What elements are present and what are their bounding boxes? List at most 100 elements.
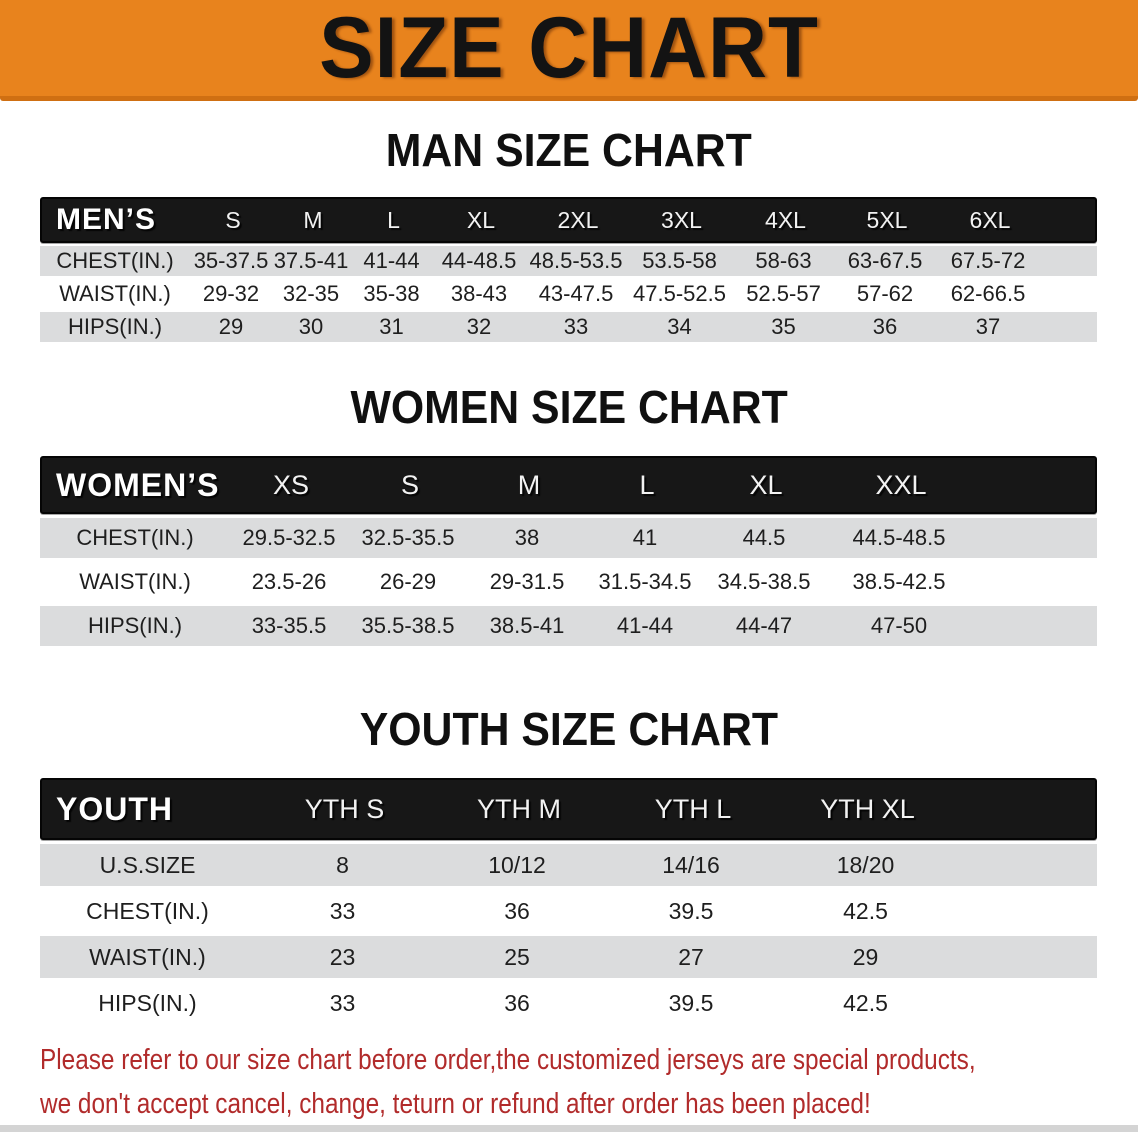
- measurement-value: 35: [771, 314, 796, 339]
- men-section-heading-text: MAN SIZE CHART: [385, 124, 752, 176]
- size-column-header: 2XL: [557, 206, 599, 233]
- table-row: HIPS(IN.) 29 30 31 32 33 34 35 36 37: [40, 312, 1097, 342]
- table-row: U.S.SIZE 8 10/12 14/16 18/20: [40, 844, 1097, 886]
- size-column-header: L: [639, 469, 655, 500]
- measurement-value: 37: [975, 314, 1001, 339]
- table-header-row: WOMEN’S XS S M L XL XXL: [40, 456, 1097, 514]
- measurement-value: 32: [466, 314, 492, 339]
- measurement-value: 41: [632, 525, 658, 550]
- size-column-header: M: [517, 469, 541, 500]
- size-column-header: YTH M: [477, 793, 561, 824]
- table-header-row: MEN’S S M L XL 2XL 3XL 4XL 5XL 6XL: [40, 197, 1097, 243]
- measurement-value: 57-62: [856, 281, 914, 306]
- measurement-label: WAIST(IN.): [59, 281, 171, 306]
- table-header-row: YOUTH YTH S YTH M YTH L YTH XL: [40, 778, 1097, 840]
- measurement-value: 43-47.5: [538, 281, 614, 306]
- measurement-value: 36: [504, 989, 530, 1016]
- measurement-value: 53.5-58: [642, 248, 717, 273]
- measurement-value: 32.5-35.5: [361, 525, 455, 550]
- measurement-value: 38: [514, 525, 540, 550]
- measurement-value: 29-32: [202, 281, 260, 306]
- measurement-value: 34.5-38.5: [717, 569, 811, 594]
- table-corner-label: WOMEN’S: [56, 466, 220, 503]
- women-section: WOMEN SIZE CHART WOMEN’S XS S M L XL XXL CHEST(…: [0, 384, 1138, 646]
- measurement-value: 31.5-34.5: [598, 569, 692, 594]
- size-column-header: M: [303, 206, 323, 233]
- measurement-value: 44-48.5: [441, 248, 517, 273]
- measurement-label: HIPS(IN.): [98, 989, 197, 1016]
- measurement-value: 25: [504, 943, 530, 970]
- measurement-value: 62-66.5: [950, 281, 1026, 306]
- measurement-label: CHEST(IN.): [86, 897, 209, 924]
- measurement-value: 35-37.5: [193, 248, 269, 273]
- measurement-value: 47-50: [870, 613, 928, 638]
- size-column-header: YTH S: [304, 793, 385, 824]
- measurement-value: 27: [678, 943, 704, 970]
- measurement-value: 35.5-38.5: [361, 613, 455, 638]
- measurement-label: HIPS(IN.): [87, 613, 183, 638]
- men-size-table: MEN’S S M L XL 2XL 3XL 4XL 5XL 6XL CHEST(IN.) 35-37…: [40, 197, 1097, 342]
- measurement-value: 41-44: [363, 248, 420, 273]
- size-column-header: XL: [466, 206, 496, 233]
- measurement-value: 31: [379, 314, 404, 339]
- measurement-value: 23: [329, 943, 356, 970]
- measurement-value: 67.5-72: [950, 248, 1026, 273]
- measurement-label: WAIST(IN.): [89, 943, 206, 970]
- measurement-value: 18/20: [836, 851, 895, 878]
- measurement-value: 58-63: [755, 248, 812, 273]
- size-column-header: 3XL: [661, 206, 702, 233]
- measurement-value: 39.5: [668, 989, 714, 1016]
- size-column-header: S: [400, 469, 419, 500]
- order-notice-line-1: Please refer to our size chart before or…: [40, 1044, 976, 1076]
- measurement-label: HIPS(IN.): [67, 314, 163, 339]
- order-notice-line-2: we don't accept cancel, change, teturn o…: [40, 1088, 871, 1120]
- measurement-value: 38-43: [450, 281, 508, 306]
- measurement-value: 10/12: [488, 851, 546, 878]
- table-row: HIPS(IN.) 33-35.5 35.5-38.5 38.5-41 41-44 44-…: [40, 606, 1097, 646]
- measurement-value: 34: [667, 314, 692, 339]
- women-section-heading: WOMEN SIZE CHART: [0, 384, 1138, 430]
- measurement-label: WAIST(IN.): [79, 569, 191, 594]
- size-column-header: YTH L: [654, 793, 732, 824]
- size-column-header: 6XL: [969, 206, 1011, 233]
- measurement-value: 33: [563, 314, 589, 339]
- measurement-value: 44-47: [735, 613, 793, 638]
- table-row: WAIST(IN.) 29-32 32-35 35-38 38-43 43-47.5 47.…: [40, 279, 1097, 309]
- measurement-label: CHEST(IN.): [56, 248, 174, 273]
- measurement-value: 33-35.5: [251, 613, 327, 638]
- page-bottom-strip: [0, 1125, 1138, 1132]
- banner: SIZE CHART: [0, 0, 1138, 101]
- measurement-value: 48.5-53.5: [529, 248, 623, 273]
- table-row: CHEST(IN.) 33 36 39.5 42.5: [40, 890, 1097, 932]
- men-section-heading: MAN SIZE CHART: [0, 127, 1138, 173]
- youth-size-table: YOUTH YTH S YTH M YTH L YTH XL U.S.SIZE 8 10/12…: [40, 778, 1097, 1024]
- table-corner-label: YOUTH: [56, 790, 173, 827]
- size-column-header: 5XL: [866, 206, 908, 233]
- measurement-value: 44.5: [742, 525, 786, 550]
- youth-section-heading: YOUTH SIZE CHART: [0, 706, 1138, 752]
- measurement-value: 63-67.5: [847, 248, 923, 273]
- size-column-header: YTH XL: [820, 793, 915, 824]
- measurement-value: 14/16: [662, 851, 720, 878]
- women-section-heading-text: WOMEN SIZE CHART: [350, 381, 788, 433]
- measurement-value: 47.5-52.5: [633, 281, 726, 306]
- table-row: CHEST(IN.) 29.5-32.5 32.5-35.5 38 41 44.5 44.5…: [40, 518, 1097, 558]
- size-column-header: XL: [749, 469, 783, 500]
- measurement-value: 23.5-26: [251, 569, 327, 594]
- youth-section: YOUTH SIZE CHART YOUTH YTH S YTH M YTH L YTH…: [0, 706, 1138, 1024]
- measurement-value: 26-29: [379, 569, 437, 594]
- measurement-value: 29: [852, 943, 879, 970]
- size-column-header: XS: [272, 469, 310, 500]
- size-column-header: L: [387, 206, 400, 233]
- table-row: HIPS(IN.) 33 36 39.5 42.5: [40, 982, 1097, 1024]
- size-column-header: XXL: [875, 469, 927, 500]
- measurement-value: 29-31.5: [489, 569, 565, 594]
- measurement-value: 30: [298, 314, 324, 339]
- measurement-value: 42.5: [843, 989, 888, 1016]
- table-row: CHEST(IN.) 35-37.5 37.5-41 41-44 44-48.5 48.5…: [40, 246, 1097, 276]
- measurement-value: 39.5: [668, 897, 714, 924]
- measurement-value: 33: [329, 989, 356, 1016]
- measurement-value: 29: [218, 314, 244, 339]
- size-column-header: S: [225, 206, 241, 233]
